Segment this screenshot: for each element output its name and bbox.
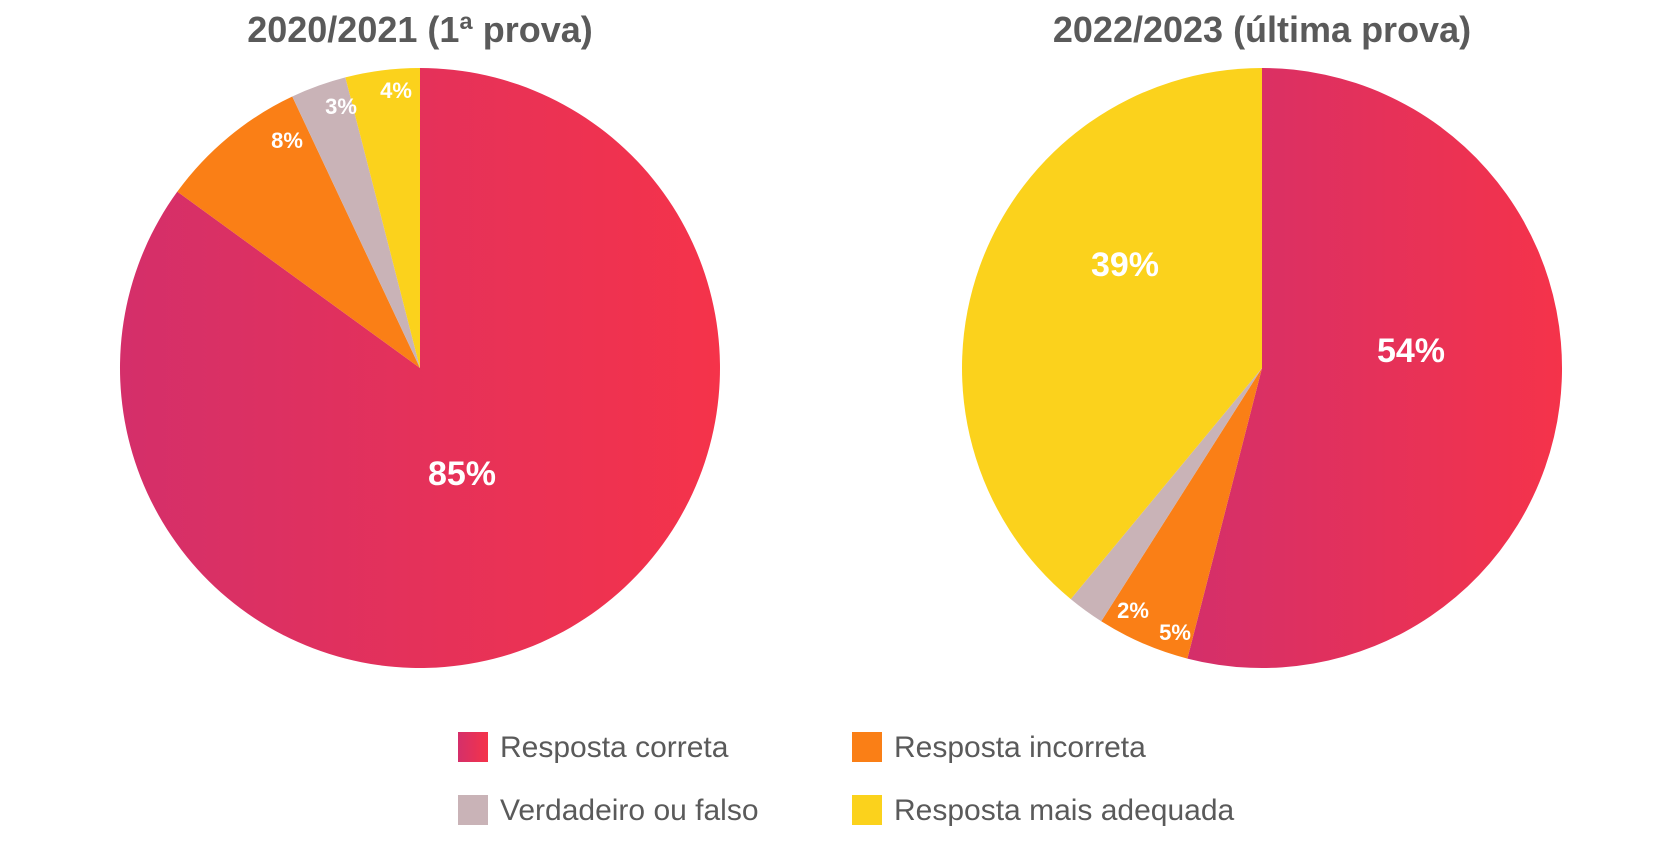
pie-slice-resposta-incorreta — [177, 96, 420, 369]
pie-slice-verdadeiro-ou-falso — [292, 77, 420, 369]
pie-slices — [962, 67, 1563, 669]
slice-label-resposta-correta: 85% — [428, 455, 496, 493]
legend-swatch — [458, 732, 488, 762]
slice-label-resposta-mais-adequada: 4% — [380, 78, 412, 103]
pie-chart-2022-2023: 2022/2023 (última prova) 54% 5% 2% 39% — [962, 9, 1563, 669]
slice-label-resposta-correta: 54% — [1377, 332, 1445, 370]
chart-title: 2020/2021 (1ª prova) — [247, 9, 593, 50]
legend-label: Resposta correta — [500, 731, 729, 764]
legend-item-verdadeiro-ou-falso: Verdadeiro ou falso — [458, 794, 759, 827]
pie-chart-2020-2021: 2020/2021 (1ª prova) 85% 8% 3% 4% — [119, 9, 720, 668]
pie-slice-resposta-incorreta — [1101, 368, 1262, 659]
legend-label: Resposta mais adequada — [894, 794, 1235, 827]
legend-item-resposta-correta: Resposta correta — [458, 731, 729, 764]
legend-label: Resposta incorreta — [894, 731, 1146, 764]
legend-swatch — [458, 795, 488, 825]
pie-slice-resposta-mais-adequada — [962, 68, 1262, 600]
pie-labels: 54% 5% 2% 39% — [1091, 246, 1445, 645]
chart-title: 2022/2023 (última prova) — [1053, 9, 1471, 50]
pie-slice-resposta-correta — [1187, 67, 1563, 669]
legend-swatch — [852, 732, 882, 762]
slice-label-resposta-incorreta: 8% — [271, 128, 303, 153]
pie-slice-resposta-correta — [119, 68, 720, 668]
legend-swatch — [852, 795, 882, 825]
pie-labels: 85% 8% 3% 4% — [271, 78, 496, 493]
legend-item-resposta-mais-adequada: Resposta mais adequada — [852, 794, 1235, 827]
legend-label: Verdadeiro ou falso — [500, 794, 759, 827]
legend: Resposta correta Resposta incorreta Verd… — [458, 731, 1235, 827]
slice-label-verdadeiro-ou-falso: 3% — [325, 94, 357, 119]
pie-slices — [119, 68, 720, 668]
slice-label-resposta-incorreta: 5% — [1159, 620, 1191, 645]
legend-item-resposta-incorreta: Resposta incorreta — [852, 731, 1146, 764]
pie-slice-resposta-mais-adequada — [345, 68, 420, 368]
slice-label-verdadeiro-ou-falso: 2% — [1117, 598, 1149, 623]
slice-label-resposta-mais-adequada: 39% — [1091, 246, 1159, 284]
pie-slice-verdadeiro-ou-falso — [1070, 368, 1262, 622]
